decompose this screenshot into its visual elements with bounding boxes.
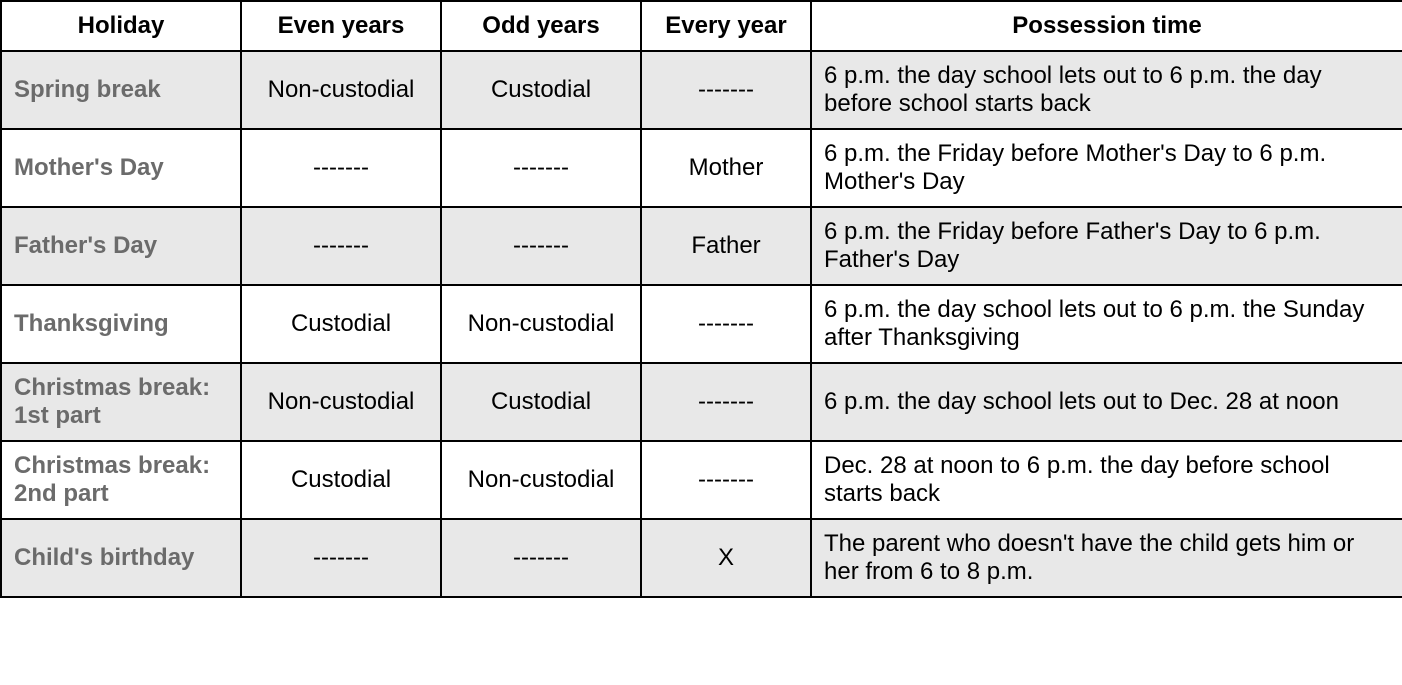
cell-odd-years: Non-custodial xyxy=(441,441,641,519)
cell-every-year: Mother xyxy=(641,129,811,207)
cell-every-year: ------- xyxy=(641,285,811,363)
col-header-holiday: Holiday xyxy=(1,1,241,51)
table-row: Child's birthday ------- ------- X The p… xyxy=(1,519,1402,597)
cell-holiday: Thanksgiving xyxy=(1,285,241,363)
col-header-odd-years: Odd years xyxy=(441,1,641,51)
col-header-even-years: Even years xyxy=(241,1,441,51)
cell-every-year: ------- xyxy=(641,363,811,441)
cell-even-years: Non-custodial xyxy=(241,363,441,441)
table-row: Mother's Day ------- ------- Mother 6 p.… xyxy=(1,129,1402,207)
cell-possession-time: 6 p.m. the Friday before Father's Day to… xyxy=(811,207,1402,285)
cell-possession-time: 6 p.m. the Friday before Mother's Day to… xyxy=(811,129,1402,207)
cell-odd-years: ------- xyxy=(441,129,641,207)
cell-even-years: ------- xyxy=(241,207,441,285)
cell-even-years: Custodial xyxy=(241,285,441,363)
cell-even-years: Custodial xyxy=(241,441,441,519)
cell-possession-time: 6 p.m. the day school lets out to Dec. 2… xyxy=(811,363,1402,441)
cell-holiday: Father's Day xyxy=(1,207,241,285)
cell-even-years: Non-custodial xyxy=(241,51,441,129)
cell-every-year: Father xyxy=(641,207,811,285)
cell-even-years: ------- xyxy=(241,519,441,597)
col-header-possession-time: Possession time xyxy=(811,1,1402,51)
cell-possession-time: 6 p.m. the day school lets out to 6 p.m.… xyxy=(811,285,1402,363)
cell-holiday: Child's birthday xyxy=(1,519,241,597)
cell-even-years: ------- xyxy=(241,129,441,207)
cell-odd-years: Non-custodial xyxy=(441,285,641,363)
cell-odd-years: Custodial xyxy=(441,363,641,441)
cell-odd-years: ------- xyxy=(441,519,641,597)
cell-holiday: Mother's Day xyxy=(1,129,241,207)
cell-every-year: ------- xyxy=(641,51,811,129)
cell-every-year: ------- xyxy=(641,441,811,519)
table-row: Spring break Non-custodial Custodial ---… xyxy=(1,51,1402,129)
cell-every-year: X xyxy=(641,519,811,597)
cell-holiday: Christmas break: 1st part xyxy=(1,363,241,441)
cell-odd-years: ------- xyxy=(441,207,641,285)
holiday-possession-table: Holiday Even years Odd years Every year … xyxy=(0,0,1402,598)
cell-possession-time: 6 p.m. the day school lets out to 6 p.m.… xyxy=(811,51,1402,129)
cell-possession-time: The parent who doesn't have the child ge… xyxy=(811,519,1402,597)
table-row: Father's Day ------- ------- Father 6 p.… xyxy=(1,207,1402,285)
cell-odd-years: Custodial xyxy=(441,51,641,129)
table-row: Christmas break: 1st part Non-custodial … xyxy=(1,363,1402,441)
cell-holiday: Christmas break: 2nd part xyxy=(1,441,241,519)
col-header-every-year: Every year xyxy=(641,1,811,51)
cell-holiday: Spring break xyxy=(1,51,241,129)
cell-possession-time: Dec. 28 at noon to 6 p.m. the day before… xyxy=(811,441,1402,519)
table-header-row: Holiday Even years Odd years Every year … xyxy=(1,1,1402,51)
table-row: Christmas break: 2nd part Custodial Non-… xyxy=(1,441,1402,519)
table-row: Thanksgiving Custodial Non-custodial ---… xyxy=(1,285,1402,363)
